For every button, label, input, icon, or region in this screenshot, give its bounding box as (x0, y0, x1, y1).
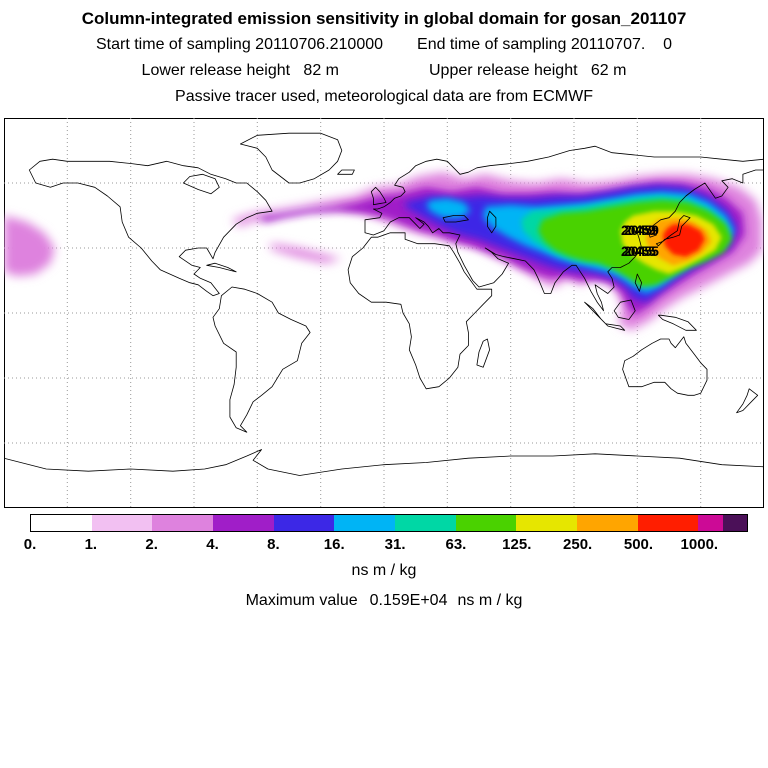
colorbar-cell (31, 515, 92, 531)
station-label: 20455 (621, 243, 656, 259)
colorbar-tick-label: 1. (84, 536, 98, 553)
colorbar-tick-label: 63. (445, 536, 467, 553)
antarctica-coastline (4, 449, 764, 476)
page-title: Column-integrated emission sensitivity i… (81, 9, 687, 28)
tracer-note: Passive tracer used, meteorological data… (175, 88, 593, 105)
maximum-value-units: ns m / kg (457, 592, 523, 609)
colorbar-tick-label: 4. (206, 536, 219, 553)
maximum-value-line: Maximum value 0.159E+04 ns m / kg (0, 592, 768, 610)
plume-layer-red (662, 224, 705, 257)
colorbar (30, 514, 748, 532)
colorbar-cell (637, 515, 699, 531)
sampling-times-row: Start time of sampling 20110706.210000 E… (0, 36, 768, 54)
colorbar-tick-label: 125. (502, 536, 532, 553)
maximum-value: 0.159E+04 (369, 592, 448, 609)
station-label: 20455 (624, 243, 659, 259)
start-time-text: Start time of sampling 20110706.210000 (96, 36, 384, 53)
colorbar-cell (455, 515, 517, 531)
colorbar-cell (516, 515, 578, 531)
colorbar-cell (91, 515, 153, 531)
colorbar-cell (213, 515, 274, 531)
colorbar-tick-label: 31. (384, 536, 406, 553)
colorbar-tick-label: 250. (563, 536, 593, 553)
station-label: 20459 (624, 222, 659, 238)
end-time-text: End time of sampling 20110707. 0 (417, 36, 672, 53)
colorbar-tick-label: 2. (145, 536, 158, 553)
colorbar-tick-labels: 0. 1. 2. 4. 8. 16. 31. 63. 125. 250. 500. 1000. (24, 536, 748, 554)
colorbar-cell (334, 515, 396, 531)
upper-release-text: Upper release height 62 m (429, 62, 627, 79)
world-map: 20459 20459 20455 20455 (4, 118, 764, 508)
colorbar-cell (152, 515, 214, 531)
colorbar-overflow-cell (722, 515, 747, 531)
colorbar-cell (395, 515, 456, 531)
coastlines (4, 132, 764, 476)
maximum-value-label: Maximum value (245, 592, 358, 609)
colorbar-cell (273, 515, 335, 531)
colorbar-tick-label: 0. (23, 536, 37, 553)
lower-release-text: Lower release height 82 m (141, 62, 339, 79)
station-label: 20459 (621, 222, 656, 238)
colorbar-units-label: ns m / kg (351, 562, 417, 579)
colorbar-tick-label: 500. (623, 536, 654, 553)
colorbar-cell (577, 515, 638, 531)
colorbar-overflow-cell (698, 515, 723, 531)
release-heights-row: Lower release height 82 m Upper release … (0, 62, 768, 80)
colorbar-tick-label: 1000. (680, 536, 719, 553)
colorbar-tick-label: 16. (323, 536, 345, 553)
colorbar-tick-label: 8. (267, 536, 280, 553)
